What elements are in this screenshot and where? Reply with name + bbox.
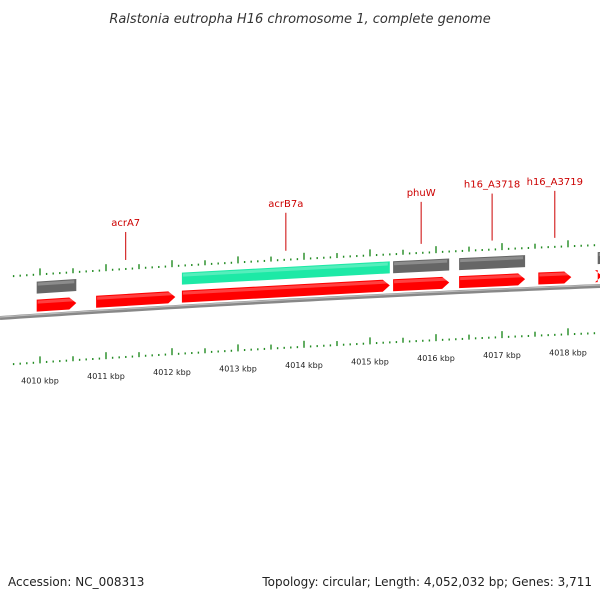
backbone-highlight [0, 284, 600, 318]
gene-phuW [393, 276, 450, 292]
gene-acrB7a [181, 279, 390, 303]
gene-g_last_r [597, 252, 600, 265]
kbp-tick-label: 4014 kbp [285, 361, 323, 370]
kbp-tick-label: 4012 kbp [153, 368, 191, 377]
kbp-tick-label: 4018 kbp [549, 348, 587, 357]
gene-label-phuW: phuW [407, 188, 436, 199]
position-ticks: 4010 kbp 4011 kbp 4012 kbp 4013 kbp 4014 kbp… [12, 240, 596, 385]
gene-shine [394, 259, 448, 266]
gene-g1 [36, 297, 77, 312]
gene-shine [460, 256, 524, 263]
gene-shine [37, 280, 75, 286]
gene-shine [97, 292, 174, 300]
gene-acrA7 [96, 291, 176, 308]
chromosome-backbone [0, 284, 600, 320]
kbp-tick-label: 4017 kbp [483, 351, 521, 360]
gene-labels: acrA7 acrB7a phuW h16_A3718 h16_A3719 [111, 177, 583, 260]
kbp-tick-label: 4016 kbp [417, 354, 455, 363]
gene-label-acrA7: acrA7 [111, 218, 140, 229]
genome-summary-text: Topology: circular; Length: 4,052,032 bp… [261, 575, 592, 589]
kbp-tick-label: 4010 kbp [21, 376, 59, 385]
gene-shine [182, 280, 388, 295]
gene-h16_A3718_r [459, 255, 526, 271]
gene-label-acrB7a: acrB7a [268, 199, 303, 210]
gene-shine [182, 262, 388, 277]
map-title: Ralstonia eutropha H16 chromosome 1, com… [109, 12, 490, 27]
gene-features [36, 252, 600, 312]
kbp-tick-label: 4013 kbp [219, 364, 257, 373]
gene-shine [37, 298, 75, 304]
kbp-tick-label: 4011 kbp [87, 372, 125, 381]
gene-label-h16_A3718: h16_A3718 [464, 180, 520, 191]
gene-label-h16_A3719: h16_A3719 [527, 177, 583, 188]
gene-h16_A3718 [459, 273, 526, 289]
gene-g2 [36, 279, 77, 294]
gene-shine [394, 277, 448, 284]
gene-phuW_r [393, 258, 450, 274]
kbp-tick-label: 4015 kbp [351, 357, 389, 366]
gene-h16_A3719 [538, 271, 572, 285]
gene-g_last [595, 270, 600, 283]
gene-hl [181, 261, 390, 285]
accession-text: Accession: NC_008313 [8, 575, 144, 589]
backbone-line [0, 284, 600, 320]
gene-shine [460, 274, 524, 281]
gene-shine [539, 272, 570, 277]
